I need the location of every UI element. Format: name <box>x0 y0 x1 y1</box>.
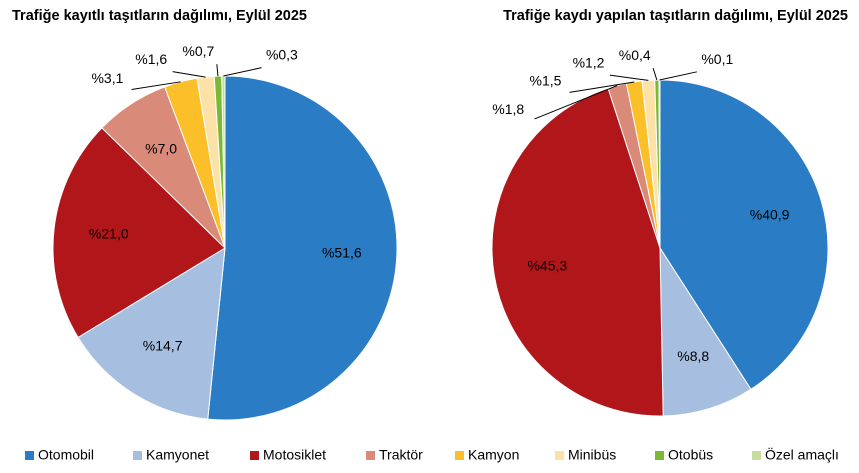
data-label: %1,2 <box>573 54 605 70</box>
leader-line <box>172 71 206 78</box>
legend-swatch <box>752 451 761 460</box>
data-label: %8,8 <box>677 348 709 364</box>
legend-swatch <box>366 451 375 460</box>
legend-swatch <box>655 451 664 460</box>
leader-line <box>131 81 181 91</box>
pie-slice <box>77 247 226 420</box>
data-label: %1,8 <box>492 101 524 117</box>
legend-label: Otobüs <box>668 447 713 463</box>
chart-title: Trafiğe kaydı yapılan taşıtların dağılım… <box>503 8 848 24</box>
data-label: %0,1 <box>701 51 733 67</box>
legend-label: Özel amaçlı <box>765 446 839 463</box>
leader-line <box>223 67 262 77</box>
leader-line <box>609 74 649 81</box>
leader-line <box>216 64 219 77</box>
data-label: %14,7 <box>143 338 183 354</box>
legend-swatch <box>250 451 259 460</box>
data-label: %0,3 <box>266 47 298 63</box>
data-label: %0,7 <box>182 43 214 59</box>
data-label: %1,5 <box>530 73 562 89</box>
legend-swatch <box>25 451 34 460</box>
legend-label: Traktör <box>379 447 423 463</box>
legend-label: Kamyon <box>468 447 519 463</box>
legend-swatch <box>455 451 464 460</box>
legend-label: Motosiklet <box>263 447 326 463</box>
data-label: %1,6 <box>135 51 167 67</box>
chart-title: Trafiğe kayıtlı taşıtların dağılımı, Eyl… <box>12 8 307 24</box>
pie-slice <box>659 79 829 390</box>
data-label: %45,3 <box>527 258 567 274</box>
legend-label: Minibüs <box>568 447 616 463</box>
leader-line <box>659 71 697 81</box>
legend-label: Otomobil <box>38 447 94 463</box>
data-label: %3,1 <box>91 70 123 86</box>
pie-slice <box>491 87 664 417</box>
data-label: %21,0 <box>89 226 129 242</box>
legend-label: Kamyonet <box>146 447 209 463</box>
leader-line <box>569 81 635 93</box>
data-label: %40,9 <box>750 206 790 222</box>
pie-slice <box>659 246 752 417</box>
legend-swatch <box>133 451 142 460</box>
data-label: %51,6 <box>322 245 362 261</box>
legend-swatch <box>555 451 564 460</box>
leader-line <box>652 67 658 81</box>
data-label: %7,0 <box>145 141 177 157</box>
pie-slice <box>52 127 226 339</box>
leader-line <box>534 85 618 120</box>
pie-slice <box>207 75 398 421</box>
data-label: %0,4 <box>619 47 651 63</box>
